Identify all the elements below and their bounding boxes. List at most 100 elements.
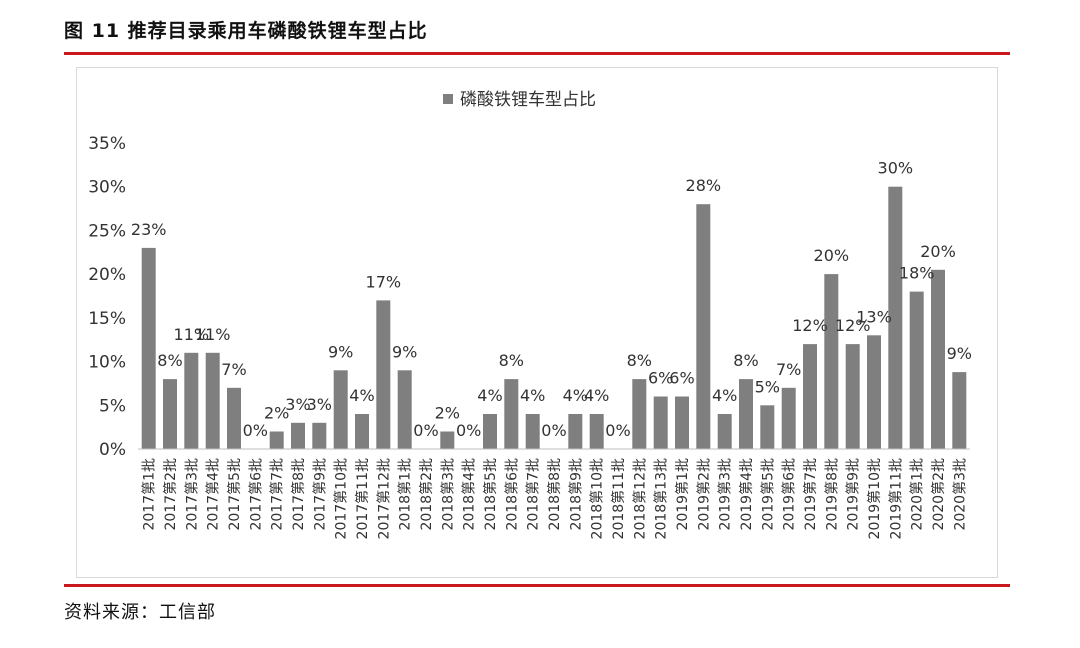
x-tick-label: 2018第1批 xyxy=(397,458,414,531)
chart-frame xyxy=(76,67,998,578)
data-label: 4% xyxy=(584,386,609,405)
x-tick-label: 2019第8批 xyxy=(823,458,840,531)
data-label: 9% xyxy=(947,344,972,363)
x-tick-label: 2019第4批 xyxy=(738,458,755,531)
x-tick-label: 2018第8批 xyxy=(546,458,563,531)
y-tick-label: 5% xyxy=(99,396,126,416)
data-label: 0% xyxy=(541,421,566,440)
data-label: 4% xyxy=(477,386,502,405)
data-label: 13% xyxy=(856,307,892,326)
bar xyxy=(589,414,604,449)
x-tick-label: 2017第2批 xyxy=(162,458,179,531)
x-tick-label: 2018第9批 xyxy=(567,458,584,531)
bar xyxy=(909,291,924,449)
x-tick-label: 2017第9批 xyxy=(311,458,328,531)
data-label: 0% xyxy=(243,421,268,440)
data-label: 6% xyxy=(669,369,694,388)
data-label: 9% xyxy=(392,342,417,361)
source-note: 资料来源：工信部 xyxy=(64,602,216,623)
x-tick-label: 2019第7批 xyxy=(802,458,819,531)
bar xyxy=(504,379,519,449)
y-tick-label: 25% xyxy=(88,221,126,241)
bar xyxy=(952,372,967,449)
y-tick-label: 35% xyxy=(88,134,126,154)
bar xyxy=(931,269,945,449)
y-tick-label: 30% xyxy=(88,178,126,198)
bar xyxy=(269,431,284,449)
x-tick-label: 2017第4批 xyxy=(205,458,222,531)
bar xyxy=(632,379,647,449)
x-tick-label: 2017第1批 xyxy=(141,458,158,531)
data-label: 2% xyxy=(435,404,460,423)
bar xyxy=(781,387,796,449)
x-tick-label: 2017第5批 xyxy=(226,458,243,531)
x-tick-label: 2018第13批 xyxy=(653,458,670,539)
x-tick-label: 2020第1批 xyxy=(909,458,926,531)
data-label: 17% xyxy=(366,272,402,291)
y-tick-label: 15% xyxy=(88,309,126,329)
x-tick-label: 2018第12批 xyxy=(631,458,648,539)
data-label: 7% xyxy=(776,360,801,379)
data-label: 0% xyxy=(413,421,438,440)
x-tick-label: 2018第7批 xyxy=(525,458,542,531)
data-label: 0% xyxy=(456,421,481,440)
data-label: 28% xyxy=(686,176,722,195)
x-tick-label: 2017第10批 xyxy=(333,458,350,539)
data-label: 12% xyxy=(792,316,828,335)
data-label: 4% xyxy=(712,386,737,405)
bar xyxy=(568,414,583,449)
bar xyxy=(696,204,711,449)
bar xyxy=(184,352,199,449)
x-axis: 2017第1批 2017第2批 2017第3批 2017第4批 2017第5批 2017第… xyxy=(138,448,970,539)
bar xyxy=(291,422,305,449)
bar xyxy=(675,396,689,449)
data-label: 4% xyxy=(563,386,588,405)
data-label: 7% xyxy=(221,360,246,379)
legend-label: 磷酸铁锂车型占比 xyxy=(460,90,596,110)
data-labels: 23%8%11%11%7%0%2%3%3%9%4%17%9%0%2%0%4%8%… xyxy=(131,159,972,440)
x-tick-label: 2018第11批 xyxy=(610,458,627,539)
data-label: 4% xyxy=(520,386,545,405)
data-label: 11% xyxy=(174,325,210,344)
x-tick-label: 2017第7批 xyxy=(269,458,286,531)
data-label: 0% xyxy=(605,421,630,440)
x-tick-label: 2019第9批 xyxy=(845,458,862,531)
bar xyxy=(760,405,775,449)
data-label: 12% xyxy=(835,316,871,335)
bar xyxy=(397,370,412,449)
x-tick-label: 2019第6批 xyxy=(781,458,798,531)
bar xyxy=(440,431,455,449)
x-tick-label: 2020第3批 xyxy=(951,458,968,531)
data-label: 11% xyxy=(195,325,231,344)
x-tick-label: 2018第6批 xyxy=(503,458,520,531)
data-label: 3% xyxy=(285,395,310,414)
data-label: 2% xyxy=(264,404,289,423)
figure-title: 图 11 推荐目录乘用车磷酸铁锂车型占比 xyxy=(64,20,428,42)
data-label: 8% xyxy=(157,351,182,370)
x-tick-label: 2019第10批 xyxy=(866,458,883,539)
x-tick-label: 2018第2批 xyxy=(418,458,435,531)
data-label: 8% xyxy=(627,351,652,370)
x-tick-label: 2019第11批 xyxy=(887,458,904,539)
bar xyxy=(376,300,391,449)
data-label: 6% xyxy=(648,369,673,388)
bar xyxy=(867,335,881,449)
x-tick-label: 2019第3批 xyxy=(717,458,734,531)
x-tick-label: 2019第2批 xyxy=(695,458,712,531)
y-tick-label: 20% xyxy=(88,265,126,285)
x-tick-label: 2017第12批 xyxy=(375,458,392,539)
x-tick-label: 2017第3批 xyxy=(183,458,200,531)
data-label: 20% xyxy=(814,246,850,265)
bars xyxy=(141,186,967,449)
data-label: 5% xyxy=(755,377,780,396)
bar xyxy=(163,379,177,449)
data-label: 3% xyxy=(307,395,332,414)
x-tick-label: 2018第3批 xyxy=(439,458,456,531)
data-label: 23% xyxy=(131,220,167,239)
bar xyxy=(803,344,817,449)
x-tick-label: 2018第5批 xyxy=(482,458,499,531)
bar xyxy=(525,414,540,449)
y-tick-label: 0% xyxy=(99,440,126,460)
x-tick-label: 2018第4批 xyxy=(461,458,478,531)
legend-swatch xyxy=(443,94,453,104)
